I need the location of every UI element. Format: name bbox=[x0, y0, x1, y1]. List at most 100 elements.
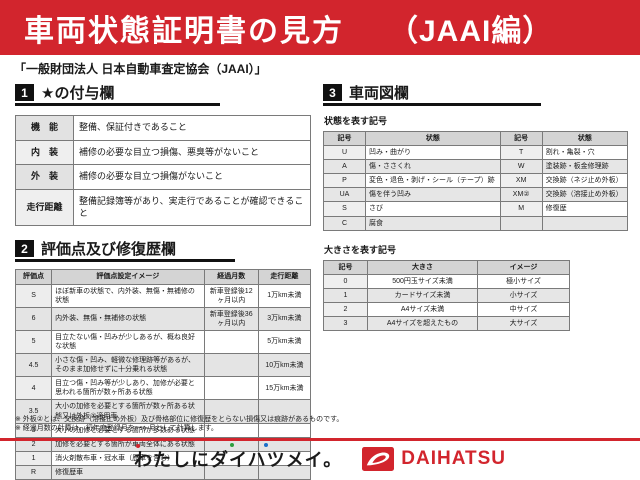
col-header: 状態 bbox=[541, 130, 629, 147]
table-row: 3.5 大小の加修を必要とする箇所が数ヶ所ある状態又は外板②適用車 bbox=[14, 399, 312, 424]
desc-cell: 小さな傷・凹み、軽微な修理跡等があるが、そのまま加修せずに十分乗れる状態 bbox=[51, 353, 205, 378]
criteria-label: 外 装 bbox=[15, 164, 74, 191]
grade-cell: 5 bbox=[14, 329, 53, 355]
state-cell: 交換跡（溶接止め外板） bbox=[541, 187, 629, 203]
table-row: 1 消火剤散布車・冠水車（歴車を含む） bbox=[14, 450, 312, 466]
daihatsu-slogan: わたしにダイハツメイ。 bbox=[133, 443, 343, 472]
desc-cell: 内外装、無傷・無補修の状態 bbox=[51, 306, 205, 331]
slogan-accent-dot bbox=[229, 443, 234, 447]
table-row: U 凹み・曲がり T 割れ・亀裂・穴 bbox=[323, 145, 629, 161]
footnote-line: ※ 経過月数の計算は、初年度登録月を一ヶ月として計算します。 bbox=[15, 425, 218, 433]
state-cell: 塗装跡・板金修理跡 bbox=[541, 159, 629, 175]
table-row: 機 能 整備、保証付きであること bbox=[15, 115, 311, 141]
slogan-accent-dot bbox=[135, 444, 140, 448]
months-cell bbox=[203, 464, 259, 480]
image-cell: 大サイズ bbox=[477, 316, 570, 332]
section1-number-badge: 1 bbox=[15, 84, 34, 101]
col-header: 走行距離 bbox=[257, 269, 312, 285]
slogan-accent-dot bbox=[263, 443, 268, 447]
section2-number-badge: 2 bbox=[15, 240, 34, 258]
mileage-cell: 5万km未満 bbox=[257, 329, 312, 355]
symbol-cell: M bbox=[499, 201, 543, 217]
state-cell: 傷を伴う凹み bbox=[365, 187, 501, 203]
symbol-cell: T bbox=[499, 145, 543, 161]
state-cell: 傷・ささくれ bbox=[365, 159, 501, 175]
grade-cell: R bbox=[14, 464, 53, 480]
mileage-cell bbox=[257, 399, 312, 424]
criteria-desc: 補修の必要な目立つ損傷、悪臭等がないこと bbox=[73, 139, 311, 166]
table-row: 1 カードサイズ未満 小サイズ bbox=[323, 287, 570, 303]
table-row: S さび M 修復歴 bbox=[323, 201, 629, 217]
daihatsu-brand: DAIHATSU bbox=[362, 447, 506, 471]
state-cell: 凹み・曲がり bbox=[365, 145, 501, 161]
size-cell: A4サイズ未満 bbox=[367, 301, 478, 318]
section3-title: 車両図欄 bbox=[349, 85, 410, 102]
mileage-cell bbox=[257, 464, 312, 480]
table-row: 内 装 補修の必要な目立つ損傷、悪臭等がないこと bbox=[15, 139, 311, 166]
symbol-cell: 3 bbox=[323, 316, 368, 332]
state-symbols-label: 状態を表す記号 bbox=[324, 116, 388, 126]
desc-cell: 修復歴車 bbox=[51, 464, 205, 480]
footnote-line: ※ 外板②とは、交換跡（溶接止め外板）及び骨格部位に修復歴をとらない損傷又は痕跡… bbox=[15, 416, 344, 423]
symbol-cell: C bbox=[323, 215, 366, 231]
grade-cell: 3.5 bbox=[14, 399, 53, 424]
months-cell bbox=[203, 329, 259, 355]
grade-cell: 4 bbox=[14, 376, 53, 401]
table-row: 走行距離 整備記録簿等があり、実走行であることが確認できること bbox=[15, 189, 311, 227]
slogan-text: わたしにダイハツメイ。 bbox=[133, 450, 343, 470]
page-title-edition: （JAAI編） bbox=[388, 14, 554, 48]
state-cell: 割れ・亀裂・穴 bbox=[541, 145, 629, 161]
size-cell: 500円玉サイズ未満 bbox=[367, 273, 478, 289]
symbol-cell: 1 bbox=[323, 287, 368, 303]
criteria-label: 走行距離 bbox=[15, 189, 74, 227]
col-header: イメージ bbox=[477, 259, 570, 275]
footer: わたしにダイハツメイ。 DAIHATSU bbox=[0, 443, 640, 472]
criteria-label: 内 装 bbox=[15, 139, 74, 166]
table-header-row: 記号 状態 記号 状態 bbox=[323, 130, 629, 147]
mileage-cell: 3万km未満 bbox=[257, 306, 312, 331]
symbol-cell: W bbox=[499, 159, 543, 175]
months-cell: 新車登録後36ヶ月以内 bbox=[203, 306, 259, 331]
symbol-cell: U bbox=[323, 145, 366, 161]
page-title: 車両状態証明書の見方 bbox=[24, 14, 344, 48]
image-cell: 極小サイズ bbox=[477, 273, 570, 289]
grade-cell: S bbox=[14, 283, 53, 308]
section1-title: ★の付与欄 bbox=[41, 85, 115, 102]
table-row: 2 A4サイズ未満 中サイズ bbox=[323, 301, 570, 318]
state-cell bbox=[541, 215, 629, 231]
section3-number-badge: 3 bbox=[323, 84, 342, 101]
col-header: 大きさ bbox=[367, 259, 478, 275]
mileage-cell: 1万km未満 bbox=[257, 283, 312, 308]
state-cell: 修復歴 bbox=[541, 201, 629, 217]
symbol-cell: XM② bbox=[499, 187, 543, 203]
symbol-cell: A bbox=[323, 159, 366, 175]
star-criteria-table: 機 能 整備、保証付きであること 内 装 補修の必要な目立つ損傷、悪臭等がないこ… bbox=[15, 115, 311, 227]
table-row: 0 500円玉サイズ未満 極小サイズ bbox=[323, 273, 570, 289]
evaluation-table: 評価点 評価点設定イメージ 経過月数 走行距離 S ほぼ新車の状態で、内外装、無… bbox=[14, 269, 312, 480]
table-row: P 変色・退色・剥げ・シール（テープ）跡 XM 交換跡（ネジ止め外板） bbox=[323, 173, 629, 189]
table-row: 外 装 補修の必要な目立つ損傷がないこと bbox=[15, 164, 311, 191]
col-header: 経過月数 bbox=[203, 269, 259, 285]
months-cell bbox=[203, 353, 259, 378]
criteria-desc: 整備、保証付きであること bbox=[73, 115, 311, 141]
criteria-desc: 補修の必要な目立つ損傷がないこと bbox=[73, 164, 311, 191]
table-header-row: 記号 大きさ イメージ bbox=[323, 259, 570, 275]
section1-header: 1 ★の付与欄 bbox=[15, 84, 220, 106]
symbol-cell: P bbox=[323, 173, 366, 189]
image-cell: 中サイズ bbox=[477, 301, 570, 318]
footer-divider bbox=[0, 438, 640, 441]
criteria-label: 機 能 bbox=[15, 115, 74, 141]
table-row: 6 内外装、無傷・無補修の状態 新車登録後36ヶ月以内 3万km未満 bbox=[14, 306, 312, 331]
section2-title: 評価点及び修復歴欄 bbox=[41, 241, 177, 259]
daihatsu-d-logo-icon bbox=[362, 447, 395, 471]
col-header: 記号 bbox=[323, 259, 368, 275]
state-cell: 交換跡（ネジ止め外板） bbox=[541, 173, 629, 189]
col-header: 状態 bbox=[365, 130, 501, 147]
desc-cell: 目立つ傷・凹み等が少しあり、加修が必要と思われる箇所が数ヶ所ある状態 bbox=[51, 376, 205, 401]
symbol-cell: 2 bbox=[323, 301, 368, 318]
section3-header: 3 車両図欄 bbox=[323, 84, 541, 106]
desc-cell: 目立たない傷・凹みが少しあるが、概ね良好な状態 bbox=[51, 329, 205, 355]
organization-subtitle: 「一般財団法人 日本自動車査定協会（JAAI）」 bbox=[14, 62, 267, 76]
col-header: 評価点設定イメージ bbox=[51, 269, 205, 285]
mileage-cell: 10万km未満 bbox=[257, 353, 312, 378]
